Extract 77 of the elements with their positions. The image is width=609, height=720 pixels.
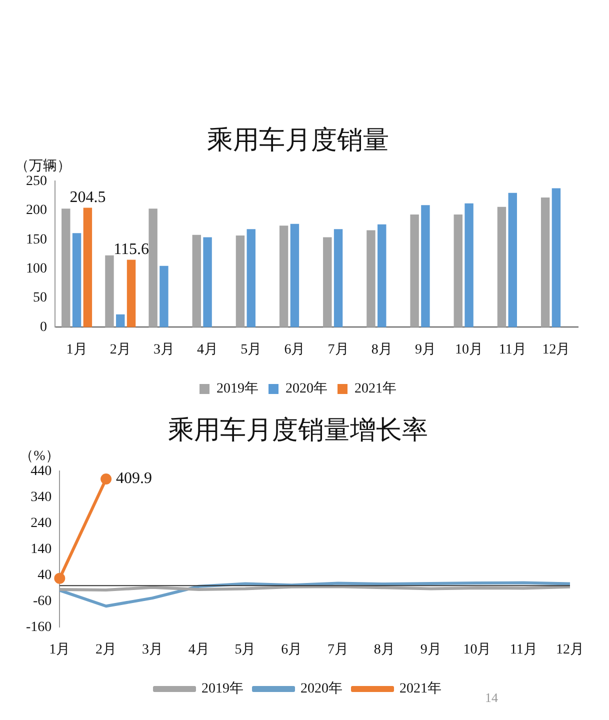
x-tick-label: 6月 (284, 342, 306, 358)
x-tick-label: 5月 (234, 642, 256, 658)
x-tick-label: 9月 (420, 642, 442, 658)
x-tick-label: 8月 (371, 342, 392, 358)
x-tick-label: 11月 (498, 342, 526, 358)
bar (236, 236, 245, 328)
legend-label: 2019年 (216, 380, 258, 397)
bar (540, 198, 550, 328)
y-tick-label: 0 (40, 320, 47, 335)
y-tick-label: 340 (30, 490, 52, 505)
bar (203, 237, 212, 328)
x-tick-label: 7月 (328, 642, 349, 658)
x-tick-label: 2月 (110, 342, 131, 358)
x-tick-label: 9月 (414, 342, 436, 358)
data-label: 115.6 (114, 240, 149, 258)
y-tick-label: 150 (26, 232, 47, 248)
bar (62, 208, 70, 328)
bar (334, 229, 343, 328)
text: 14 (485, 690, 498, 706)
x-tick-label: 1月 (66, 342, 88, 358)
bar (148, 208, 158, 328)
y-axis-title: （%） (20, 448, 60, 464)
x-tick-label: 4月 (197, 342, 218, 358)
bar (290, 224, 300, 328)
bar (83, 208, 92, 328)
y-tick-label: 50 (33, 290, 47, 306)
bar (246, 229, 256, 328)
bar (160, 266, 168, 328)
bar (421, 205, 430, 328)
bar (552, 188, 561, 328)
y-tick-label: 250 (26, 174, 47, 189)
y-tick-label: -160 (26, 620, 52, 635)
x-tick-label: 6月 (281, 642, 302, 658)
y-tick-label: 140 (30, 542, 52, 557)
bar (192, 234, 202, 328)
x-tick-label: 12月 (556, 642, 584, 658)
y-tick-label: 100 (26, 261, 47, 276)
bar (410, 214, 419, 328)
chart-title: 乘用车月度销量增长率 (168, 415, 428, 444)
y-tick-label: 40 (38, 568, 52, 583)
x-tick-label: 1月 (49, 642, 70, 658)
legend-label: 2019年 (202, 680, 244, 697)
x-tick-label: 11月 (510, 642, 538, 658)
x-tick-label: 3月 (142, 642, 163, 658)
bar (508, 192, 517, 328)
bar (464, 203, 474, 328)
y-tick-label: 200 (26, 203, 47, 218)
x-tick-label: 7月 (328, 342, 349, 358)
y-tick-label: 240 (30, 516, 52, 531)
bar (366, 230, 376, 328)
bar (378, 224, 386, 328)
bar (454, 214, 463, 328)
legend-label: 2020年 (286, 380, 328, 397)
bar (116, 314, 125, 328)
x-tick-label: 2月 (96, 642, 117, 658)
y-tick-label: 440 (30, 464, 52, 479)
x-tick-label: 3月 (153, 342, 174, 358)
x-tick-label: 5月 (240, 342, 262, 358)
data-label: 204.5 (70, 188, 106, 206)
x-tick-label: 10月 (455, 342, 484, 358)
bar (126, 260, 136, 328)
x-tick-label: 8月 (374, 642, 395, 658)
legend-label: 2021年 (354, 380, 396, 397)
bar (497, 206, 506, 328)
legend-label: 2020年 (300, 680, 342, 697)
bar (105, 255, 114, 328)
bar (279, 226, 288, 328)
data-label: 409.9 (116, 470, 152, 488)
chart-title: 乘用车月度销量 (207, 125, 389, 154)
bar (323, 237, 332, 328)
x-tick-label: 10月 (463, 642, 492, 658)
x-tick-label: 12月 (542, 342, 570, 358)
y-axis-title: （万辆） (15, 158, 71, 174)
y-tick-label: -60 (32, 594, 52, 609)
x-tick-label: 4月 (188, 642, 210, 658)
legend-label: 2021年 (400, 680, 442, 697)
bar (72, 233, 82, 328)
